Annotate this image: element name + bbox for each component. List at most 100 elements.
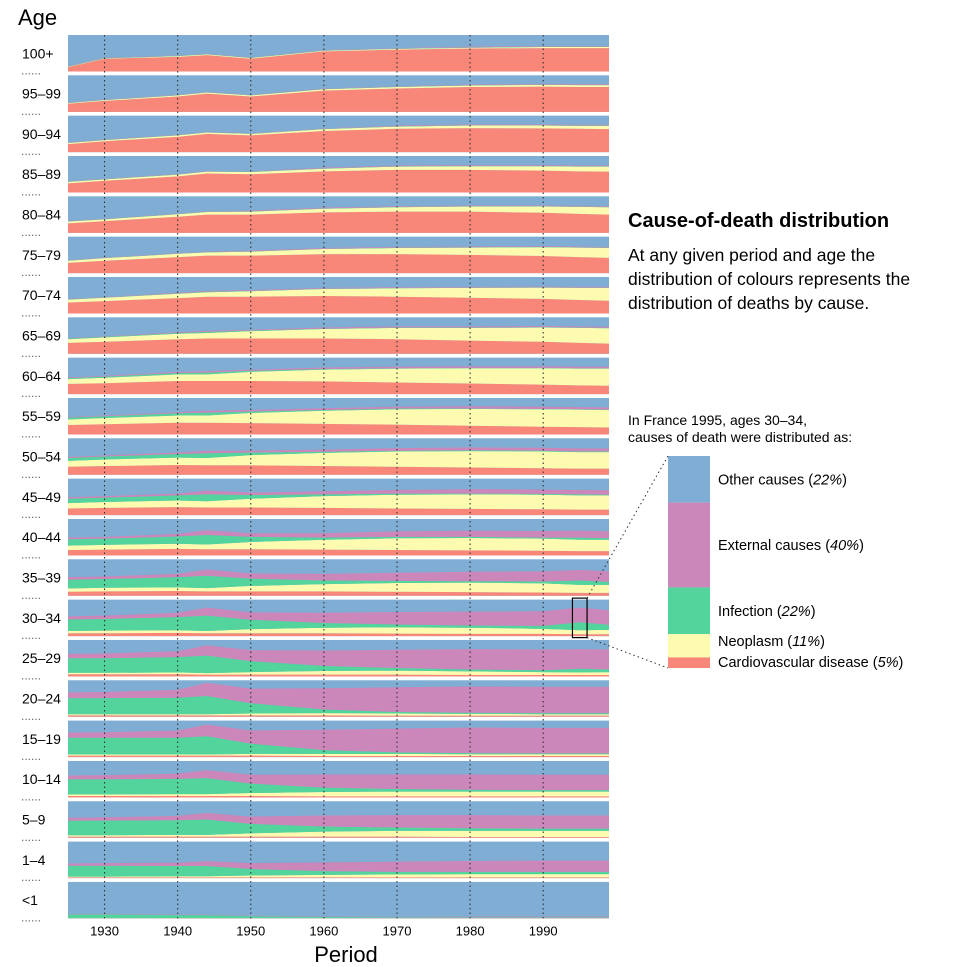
panel-25-29: 25–29...... xyxy=(21,639,609,682)
age-label: 100+ xyxy=(22,45,54,61)
area-cardiovascular xyxy=(68,507,609,516)
highlight-group xyxy=(571,597,588,639)
age-separator-dots: ...... xyxy=(21,910,41,924)
legend-close: ) xyxy=(820,634,825,650)
area-cardiovascular xyxy=(68,632,609,637)
area-external xyxy=(68,489,609,499)
x-tick-1940: 1940 xyxy=(163,923,192,938)
example-legend: Other causes (22%)External causes (40%)I… xyxy=(586,455,904,671)
age-separator-dots: ...... xyxy=(21,870,41,884)
age-separator-dots: ...... xyxy=(21,64,41,78)
legend-close: ) xyxy=(899,655,904,671)
age-label: 15–19 xyxy=(22,731,61,747)
area-neoplasm xyxy=(68,327,609,344)
area-cardiovascular xyxy=(68,877,609,879)
panel-30-34: 30–34...... xyxy=(21,599,609,642)
legend-label: Neoplasm (11%) xyxy=(718,634,825,650)
area-infection xyxy=(68,865,609,877)
age-separator-dots: ...... xyxy=(21,184,41,198)
area-neoplasm xyxy=(68,125,609,145)
panel-95-99: 95–99...... xyxy=(21,75,609,118)
decade-gridlines xyxy=(104,35,544,919)
area-external xyxy=(68,447,609,459)
area-external xyxy=(68,246,609,261)
area-neoplasm xyxy=(68,368,609,386)
area-external xyxy=(68,770,609,791)
age-label: 80–84 xyxy=(22,207,61,223)
age-label: 25–29 xyxy=(22,650,61,666)
area-cardiovascular xyxy=(68,211,609,233)
age-label: 40–44 xyxy=(22,529,61,545)
legend-segment-other-causes xyxy=(668,456,710,503)
legend-pct: 11% xyxy=(792,634,820,650)
area-external xyxy=(68,366,609,379)
age-label: 75–79 xyxy=(22,247,61,263)
x-axis-title: Period xyxy=(314,942,378,967)
area-infection xyxy=(68,450,609,461)
age-separator-dots: ...... xyxy=(21,265,41,279)
area-other xyxy=(68,881,609,919)
panel-1-4: 1–4...... xyxy=(21,841,609,884)
age-label: 65–69 xyxy=(22,328,61,344)
legend-segment-external-causes xyxy=(668,502,710,588)
panel-100: 100+...... xyxy=(21,35,609,78)
panel-65-69: 65–69...... xyxy=(21,317,609,360)
age-separator-dots: ...... xyxy=(21,305,41,319)
area-neoplasm xyxy=(68,830,609,838)
area-external xyxy=(68,645,609,671)
legend-label: Infection (22%) xyxy=(718,604,816,620)
area-external xyxy=(68,406,609,418)
connector-top xyxy=(586,455,669,599)
area-neoplasm xyxy=(68,874,609,878)
age-separator-dots: ...... xyxy=(21,225,41,239)
legend-segment-infection xyxy=(668,587,710,635)
area-cardiovascular xyxy=(68,591,609,596)
x-tick-1950: 1950 xyxy=(236,923,265,938)
area-cardiovascular xyxy=(68,295,609,314)
area-neoplasm xyxy=(68,582,609,593)
panel-15-19: 15–19...... xyxy=(21,720,609,763)
example-title-line-2: causes of death were distributed as: xyxy=(628,429,853,445)
area-infection xyxy=(68,736,609,755)
legend-pct: 5% xyxy=(878,655,899,671)
x-tick-1990: 1990 xyxy=(529,923,558,938)
age-label: 70–74 xyxy=(22,287,61,303)
area-cardiovascular xyxy=(68,674,609,677)
area-external xyxy=(68,914,609,918)
age-label: 1–4 xyxy=(22,852,46,868)
area-infection xyxy=(68,778,609,795)
age-separator-dots: ...... xyxy=(21,104,41,118)
area-infection xyxy=(68,327,609,340)
panel-85-89: 85–89...... xyxy=(21,155,609,198)
age-separator-dots: ...... xyxy=(21,507,41,521)
age-separator-dots: ...... xyxy=(21,749,41,763)
age-label: 5–9 xyxy=(22,812,46,828)
area-infection xyxy=(68,914,609,919)
age-separator-dots: ...... xyxy=(21,830,41,844)
area-external xyxy=(68,124,609,143)
area-infection xyxy=(68,367,609,380)
x-tick-1930: 1930 xyxy=(90,923,119,938)
x-tick-1980: 1980 xyxy=(456,923,485,938)
area-neoplasm xyxy=(68,408,609,428)
legend-label: External causes (40%) xyxy=(718,538,864,554)
area-cardiovascular xyxy=(68,128,609,153)
area-cardiovascular xyxy=(68,548,609,556)
age-label: 10–14 xyxy=(22,771,61,787)
age-label: 30–34 xyxy=(22,610,61,626)
area-neoplasm xyxy=(68,494,609,510)
age-separator-dots: ...... xyxy=(21,789,41,803)
area-neoplasm xyxy=(68,47,609,68)
age-separator-dots: ...... xyxy=(21,547,41,561)
legend-close: ) xyxy=(811,604,816,620)
panel-50-54: 50–54...... xyxy=(21,438,609,481)
age-label: 90–94 xyxy=(22,126,61,142)
area-cardiovascular xyxy=(68,338,609,354)
age-label: 95–99 xyxy=(22,86,61,102)
age-separator-dots: ...... xyxy=(21,668,41,682)
connector-bottom xyxy=(586,637,669,669)
legend-segment-neoplasm xyxy=(668,634,710,658)
area-infection xyxy=(68,819,609,836)
panel-60-64: 60–64...... xyxy=(21,357,609,400)
